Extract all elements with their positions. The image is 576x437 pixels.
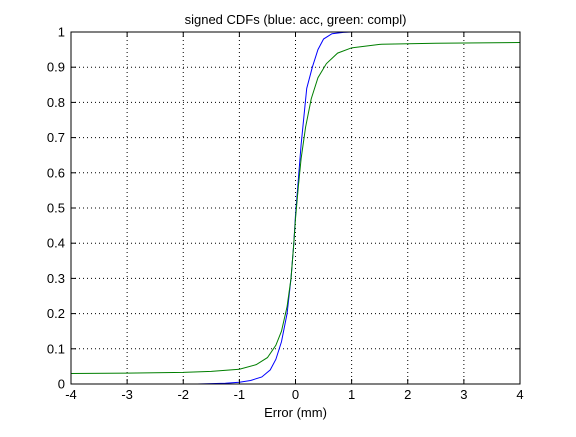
y-tick-label: 0.3 — [47, 271, 65, 286]
x-tick-label: 0 — [292, 387, 299, 402]
chart-title: signed CDFs (blue: acc, green: compl) — [185, 12, 407, 27]
grid-lines — [71, 32, 520, 384]
y-tick-label: 0.8 — [47, 95, 65, 110]
y-tick-label: 0.1 — [47, 341, 65, 356]
x-tick-label: 2 — [404, 387, 411, 402]
x-tick-label: -1 — [234, 387, 246, 402]
y-tick-label: 0.7 — [47, 130, 65, 145]
x-axis-label: Error (mm) — [264, 405, 327, 420]
x-tick-label: 4 — [516, 387, 523, 402]
y-tick-label: 0.2 — [47, 306, 65, 321]
x-tick-label: -4 — [65, 387, 77, 402]
y-tick-label: 0.9 — [47, 60, 65, 75]
series-layer — [70, 31, 521, 385]
y-tick-label: 0.4 — [47, 236, 65, 251]
x-tick-label: -3 — [121, 387, 133, 402]
y-tick-label: 0.5 — [47, 201, 65, 216]
series-line-1 — [70, 42, 521, 374]
x-tick-label: 3 — [460, 387, 467, 402]
axis-ticks: -4 -3 -2 -1 0 1 2 3 4 0 0.1 0.2 0.3 0.4 0.5 0.6 0.7 0.8 0.… — [47, 25, 524, 403]
x-tick-label: 1 — [348, 387, 355, 402]
y-tick-label: 0.6 — [47, 165, 65, 180]
y-tick-label: 1 — [58, 25, 65, 40]
x-tick-label: -2 — [177, 387, 189, 402]
y-tick-label: 0 — [58, 377, 65, 392]
